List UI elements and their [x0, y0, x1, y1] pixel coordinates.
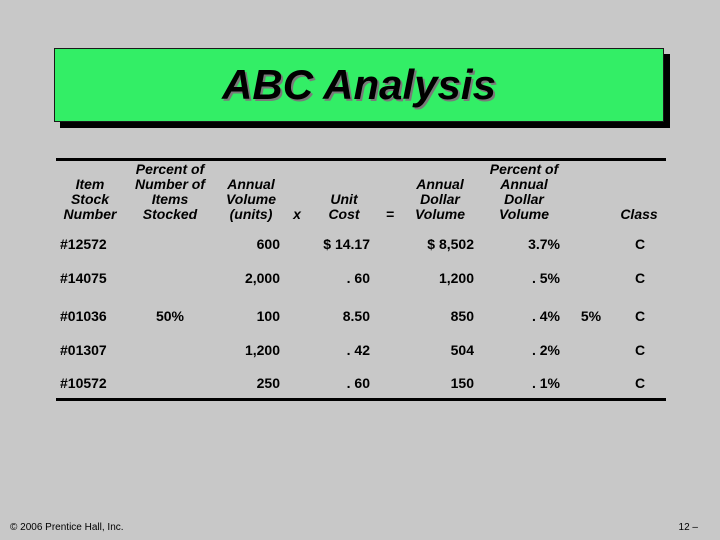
header-equals-sign: =: [385, 206, 395, 222]
header-line: Stocked: [142, 206, 198, 222]
table-top-rule: [56, 158, 666, 161]
cell-volume: 1,200: [244, 342, 280, 358]
header-line: Annual: [227, 176, 275, 192]
group-percent-dollar: 5%: [580, 308, 602, 324]
header-line: Unit: [330, 191, 358, 207]
page-title: ABC Analysis: [222, 61, 496, 108]
cell-percent: 3.7%: [528, 236, 560, 252]
cell-volume: 600: [256, 236, 280, 252]
header-line: Percent of: [489, 161, 559, 177]
cell-volume: 100: [256, 308, 280, 324]
header-percent-items-stocked: Percent of Number of Items Stocked: [126, 162, 214, 222]
cell-volume: 250: [256, 375, 280, 391]
header-line: (units): [229, 206, 273, 222]
cell-volume: 2,000: [244, 270, 280, 286]
header-line: Volume: [414, 206, 466, 222]
header-line: Annual: [416, 176, 464, 192]
cell-unit-cost: . 42: [346, 342, 370, 358]
cell-dollar-volume: 504: [450, 342, 474, 358]
cell-item: #01307: [60, 342, 107, 358]
header-annual-volume: Annual Volume (units): [212, 177, 290, 222]
group-percent-items: 50%: [155, 308, 185, 324]
header-line: Cost: [328, 206, 360, 222]
header-line: Item: [75, 176, 105, 192]
cell-class: C: [634, 375, 646, 391]
cell-class: C: [634, 270, 646, 286]
cell-dollar-volume: 150: [450, 375, 474, 391]
cell-item: #01036: [60, 308, 107, 324]
header-line: Volume: [225, 191, 277, 207]
cell-class: C: [634, 236, 646, 252]
cell-percent: . 5%: [531, 270, 560, 286]
cell-unit-cost: . 60: [346, 375, 370, 391]
header-times-sign: x: [293, 206, 301, 222]
cell-item: #14075: [60, 270, 107, 286]
title-banner: ABC Analysis: [54, 48, 664, 122]
cell-dollar-volume: $ 8,502: [427, 236, 474, 252]
cell-unit-cost: 8.50: [342, 308, 370, 324]
header-line: Number: [63, 206, 117, 222]
cell-percent: . 4%: [531, 308, 560, 324]
cell-unit-cost: $ 14.17: [323, 236, 370, 252]
header-class: Class: [620, 206, 658, 222]
cell-percent: . 2%: [531, 342, 560, 358]
header-annual-dollar-volume: Annual Dollar Volume: [402, 177, 478, 222]
header-line: Percent of: [135, 161, 205, 177]
cell-item: #12572: [60, 236, 107, 252]
header-line: Stock: [70, 191, 110, 207]
cell-item: #10572: [60, 375, 107, 391]
table-bottom-rule: [56, 398, 666, 401]
cell-class: C: [634, 342, 646, 358]
header-line: Dollar: [420, 191, 460, 207]
copyright-notice: © 2006 Prentice Hall, Inc.: [10, 522, 124, 533]
cell-percent: . 1%: [531, 375, 560, 391]
header-line: Number of: [135, 176, 205, 192]
header-unit-cost: Unit Cost: [314, 192, 374, 222]
header-line: Dollar: [504, 191, 544, 207]
cell-dollar-volume: 1,200: [438, 270, 474, 286]
cell-class: C: [634, 308, 646, 324]
header-line: Annual: [500, 176, 548, 192]
header-item-stock-number: Item Stock Number: [52, 177, 128, 222]
page-number: 12 –: [678, 522, 698, 533]
header-line: Volume: [498, 206, 550, 222]
header-line: Items: [151, 191, 189, 207]
cell-unit-cost: . 60: [346, 270, 370, 286]
cell-dollar-volume: 850: [450, 308, 474, 324]
header-percent-annual-dollar-volume: Percent of Annual Dollar Volume: [478, 162, 570, 222]
